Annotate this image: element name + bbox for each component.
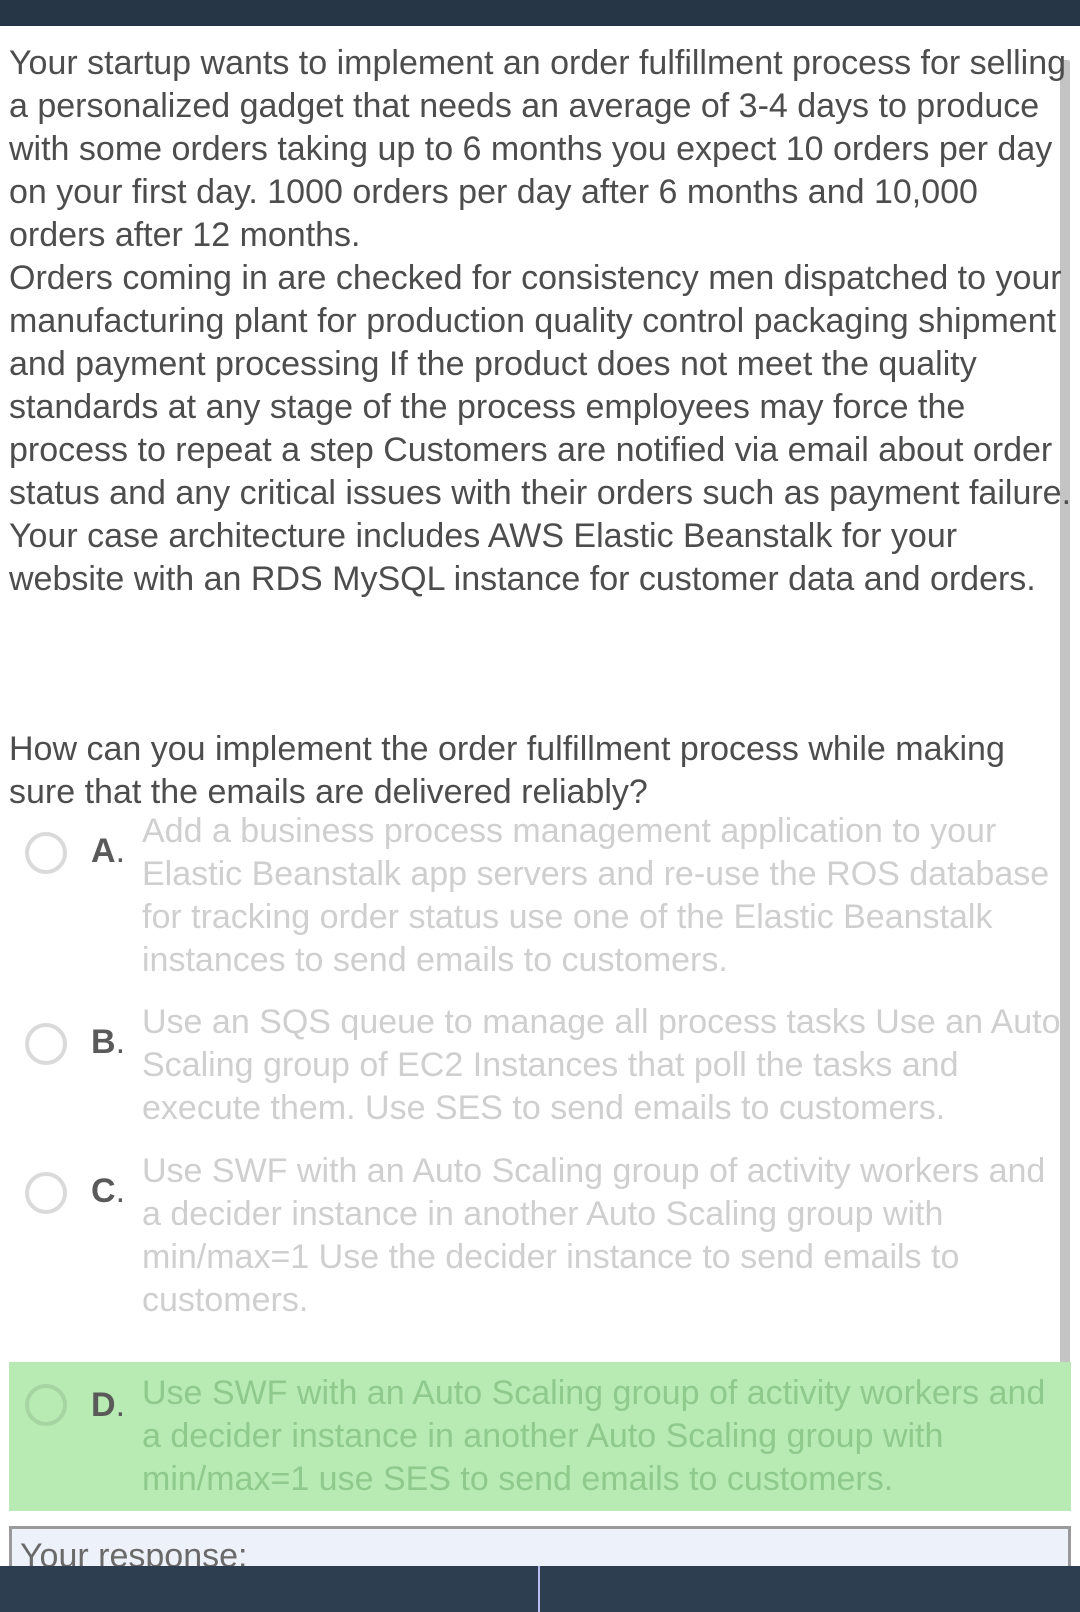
option-text-b: Use an SQS queue to manage all process t…	[142, 1003, 1070, 1127]
radio-button-b[interactable]	[25, 1023, 67, 1065]
option-a[interactable]: A. Add a business process management app…	[9, 810, 1071, 990]
question-paragraph-3: Your case architecture includes AWS Elas…	[9, 517, 1036, 598]
top-bar	[0, 0, 1080, 26]
option-d[interactable]: D. Use SWF with an Auto Scaling group of…	[9, 1362, 1071, 1511]
question-paragraph-2: Orders coming in are checked for consist…	[9, 259, 1072, 512]
response-box[interactable]: Your response:	[9, 1526, 1071, 1566]
option-text-c: Use SWF with an Auto Scaling group of ac…	[142, 1152, 1055, 1319]
radio-button-c[interactable]	[25, 1172, 67, 1214]
option-text-d: Use SWF with an Auto Scaling group of ac…	[142, 1374, 1055, 1498]
option-b[interactable]: B. Use an SQS queue to manage all proces…	[9, 1001, 1071, 1141]
scrollbar[interactable]	[1060, 60, 1070, 1474]
bottom-divider	[538, 1566, 540, 1612]
option-c[interactable]: C. Use SWF with an Auto Scaling group of…	[9, 1150, 1071, 1330]
response-label: Your response:	[20, 1537, 248, 1566]
question-text: Your startup wants to implement an order…	[9, 42, 1074, 601]
radio-button-d[interactable]	[25, 1384, 67, 1426]
question-prompt: How can you implement the order fulfillm…	[9, 730, 1015, 811]
option-letter-b: B.	[91, 1023, 126, 1061]
option-text-a: Add a business process management applic…	[142, 812, 1059, 979]
option-letter-d: D.	[91, 1386, 126, 1424]
radio-button-a[interactable]	[25, 832, 67, 874]
bottom-bar	[0, 1566, 1080, 1612]
option-letter-a: A.	[91, 832, 126, 870]
option-letter-c: C.	[91, 1172, 126, 1210]
question-card: Your startup wants to implement an order…	[0, 26, 1080, 1566]
question-paragraph-1: Your startup wants to implement an order…	[9, 44, 1076, 254]
